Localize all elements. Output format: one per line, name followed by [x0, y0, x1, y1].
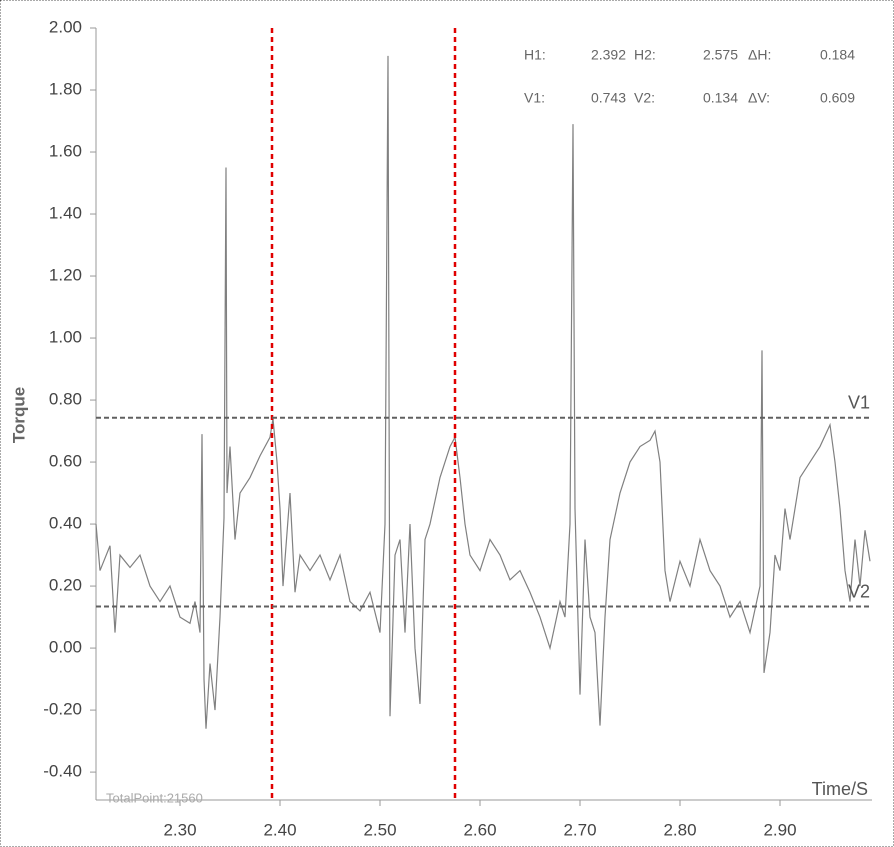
- readout-value: 0.184: [820, 47, 855, 63]
- y-tick-label: 1.00: [49, 328, 82, 347]
- data-line: [95, 55, 871, 729]
- cursor-label: V2: [848, 581, 870, 601]
- y-tick-label: -0.40: [43, 762, 82, 781]
- readout-label: H2:: [634, 47, 656, 63]
- cursor-label: V1: [848, 392, 870, 412]
- y-axis-label: Torque: [9, 387, 28, 443]
- readout-label: V2:: [634, 90, 655, 106]
- x-tick-label: 2.50: [363, 820, 396, 839]
- readout-label: ΔH:: [748, 47, 771, 63]
- x-tick-label: 2.40: [263, 820, 296, 839]
- y-tick-label: 0.80: [49, 390, 82, 409]
- readout-value: 0.134: [703, 90, 738, 106]
- readout-label: ΔV:: [748, 90, 770, 106]
- readout-value: 2.575: [703, 47, 738, 63]
- y-tick-label: 1.40: [49, 204, 82, 223]
- y-tick-label: 2.00: [49, 17, 82, 36]
- y-tick-label: -0.20: [43, 700, 82, 719]
- x-tick-label: 2.60: [463, 820, 496, 839]
- y-tick-label: 0.40: [49, 514, 82, 533]
- y-tick-label: 1.60: [49, 142, 82, 161]
- y-tick-label: 0.00: [49, 638, 82, 657]
- readout-label: H1:: [524, 47, 546, 63]
- readout-value: 2.392: [591, 47, 626, 63]
- x-tick-label: 2.80: [663, 820, 696, 839]
- y-tick-label: 0.60: [49, 452, 82, 471]
- x-tick-label: 2.90: [763, 820, 796, 839]
- y-tick-label: 0.20: [49, 576, 82, 595]
- readout-label: V1:: [524, 90, 545, 106]
- total-points: TotalPoint:21560: [106, 790, 203, 805]
- x-tick-label: 2.30: [163, 820, 196, 839]
- x-axis-label: Time/S: [812, 779, 868, 799]
- readout-value: 0.743: [591, 90, 626, 106]
- y-tick-label: 1.20: [49, 266, 82, 285]
- readout-value: 0.609: [820, 90, 855, 106]
- x-tick-label: 2.70: [563, 820, 596, 839]
- y-tick-label: 1.80: [49, 79, 82, 98]
